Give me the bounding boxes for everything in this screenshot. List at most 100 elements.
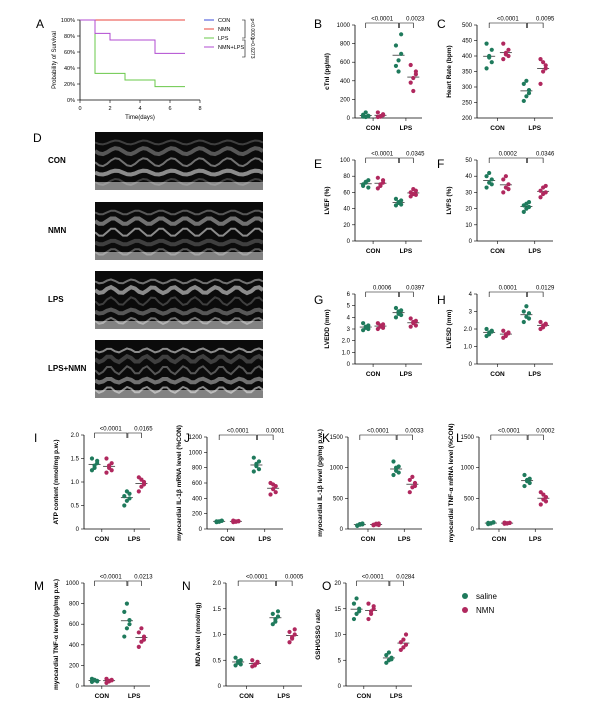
- data-point-saline: [394, 465, 399, 470]
- p-value-label: <0.0001: [246, 575, 269, 581]
- p-value-label: <0.0001: [497, 17, 520, 23]
- data-point-saline: [399, 51, 404, 56]
- y-tick-label: 400: [340, 79, 351, 85]
- p-value-label: p=0.0273: [249, 38, 255, 59]
- data-point-saline: [524, 304, 529, 309]
- data-point-nmn: [380, 325, 386, 330]
- data-point-nmn: [413, 72, 418, 77]
- data-point-nmn: [543, 499, 549, 504]
- significance-bracket: [396, 434, 413, 440]
- data-point-saline: [127, 622, 132, 627]
- y-tick-label: 600: [192, 481, 203, 487]
- legend-label-nmn: NMN: [476, 606, 495, 615]
- panel-letter-D: D: [33, 131, 42, 145]
- data-point-saline: [238, 662, 243, 667]
- y-tick-label: 3: [347, 327, 351, 333]
- data-point-saline: [489, 182, 494, 187]
- data-point-saline: [487, 170, 492, 176]
- y-tick-label: 40%: [64, 66, 75, 72]
- data-point-nmn: [104, 676, 109, 681]
- y-tick-label: 1000: [337, 23, 351, 29]
- data-point-saline: [489, 329, 494, 334]
- legend-item-saline: saline: [462, 592, 497, 601]
- panel-letter-F: F: [437, 157, 444, 171]
- significance-bracket: [94, 432, 128, 438]
- data-point-nmn: [413, 323, 418, 328]
- y-tick-label: 1000: [66, 581, 80, 587]
- y-tick-label: 40: [465, 174, 472, 180]
- x-tick-label: CON: [366, 371, 381, 378]
- data-point-saline: [127, 617, 132, 623]
- y-tick-label: 30: [465, 190, 472, 196]
- data-point-nmn: [543, 66, 548, 71]
- survival-line-nmn-lps: [80, 19, 185, 54]
- y-tick-label: 350: [462, 70, 473, 76]
- x-tick-label: LPS: [400, 125, 413, 132]
- y-tick-label: 0: [218, 684, 222, 690]
- data-point-nmn: [139, 477, 144, 482]
- y-tick-label: 600: [69, 622, 80, 628]
- data-point-saline: [393, 43, 399, 48]
- x-tick-label: LPS: [128, 536, 141, 543]
- significance-bracket: [127, 580, 142, 586]
- y-axis-label: ATP content (nmol/mg p.w.): [53, 439, 60, 524]
- data-point-nmn: [541, 325, 546, 330]
- data-point-saline: [484, 174, 489, 179]
- y-tick-label: 10: [334, 633, 341, 639]
- legend-item-nmn: NMN: [462, 606, 494, 615]
- y-tick-label: 1000: [461, 466, 475, 472]
- significance-bracket: [276, 580, 293, 586]
- data-point-nmn: [408, 62, 413, 68]
- y-tick-label: 250: [462, 101, 473, 107]
- data-point-saline: [366, 113, 371, 118]
- data-point-saline: [522, 483, 527, 489]
- significance-bracket: [527, 434, 544, 440]
- panel-letter-I: I: [34, 431, 37, 445]
- x-tick-label: CON: [490, 371, 505, 378]
- y-tick-label: 0: [199, 527, 203, 533]
- significance-bracket: [242, 19, 246, 39]
- panel-letter-J: J: [184, 431, 190, 445]
- y-tick-label: 450: [462, 39, 473, 45]
- data-point-saline: [254, 461, 259, 466]
- p-value-label: 0.0213: [134, 575, 153, 581]
- data-point-nmn: [538, 319, 543, 325]
- y-tick-label: 1.5: [213, 607, 222, 613]
- y-tick-label: 1500: [461, 435, 475, 441]
- data-point-nmn: [408, 190, 413, 195]
- p-value-label: <0.0001: [367, 429, 390, 435]
- p-value-label: <0.0001: [362, 575, 385, 581]
- panel-letter-C: C: [437, 17, 446, 31]
- data-point-saline: [124, 601, 129, 606]
- legend-label: LPS: [218, 36, 229, 42]
- y-tick-label: 3: [469, 310, 473, 316]
- p-value-label: 0.0023: [406, 17, 425, 23]
- data-point-nmn: [503, 174, 508, 179]
- y-tick-label: 1500: [330, 435, 344, 441]
- y-tick-label: 60%: [64, 50, 75, 56]
- data-point-saline: [393, 315, 399, 320]
- data-point-saline: [384, 653, 389, 658]
- data-point-saline: [122, 634, 127, 639]
- y-tick-label: 0%: [67, 98, 75, 104]
- y-axis-label: LVEF (%): [324, 186, 331, 214]
- data-point-saline: [396, 309, 401, 314]
- y-tick-label: 600: [340, 60, 351, 66]
- data-point-saline: [124, 626, 129, 631]
- y-tick-label: 20: [334, 581, 341, 587]
- data-point-nmn: [538, 502, 543, 507]
- y-tick-label: 500: [464, 496, 475, 502]
- data-point-saline: [526, 88, 532, 93]
- y-tick-label: 0.5: [71, 504, 80, 510]
- data-point-nmn: [506, 331, 511, 336]
- x-tick-label: LPS: [398, 536, 411, 543]
- data-point-saline: [354, 596, 359, 601]
- data-point-nmn: [380, 180, 386, 185]
- panel-letter-M: M: [34, 579, 44, 593]
- significance-bracket: [488, 22, 527, 28]
- y-tick-label: 0: [347, 239, 351, 245]
- x-tick-label: LPS: [277, 693, 290, 700]
- data-point-saline: [233, 663, 238, 668]
- data-point-nmn: [543, 183, 548, 189]
- p-value-label: p<0.0001: [249, 19, 255, 40]
